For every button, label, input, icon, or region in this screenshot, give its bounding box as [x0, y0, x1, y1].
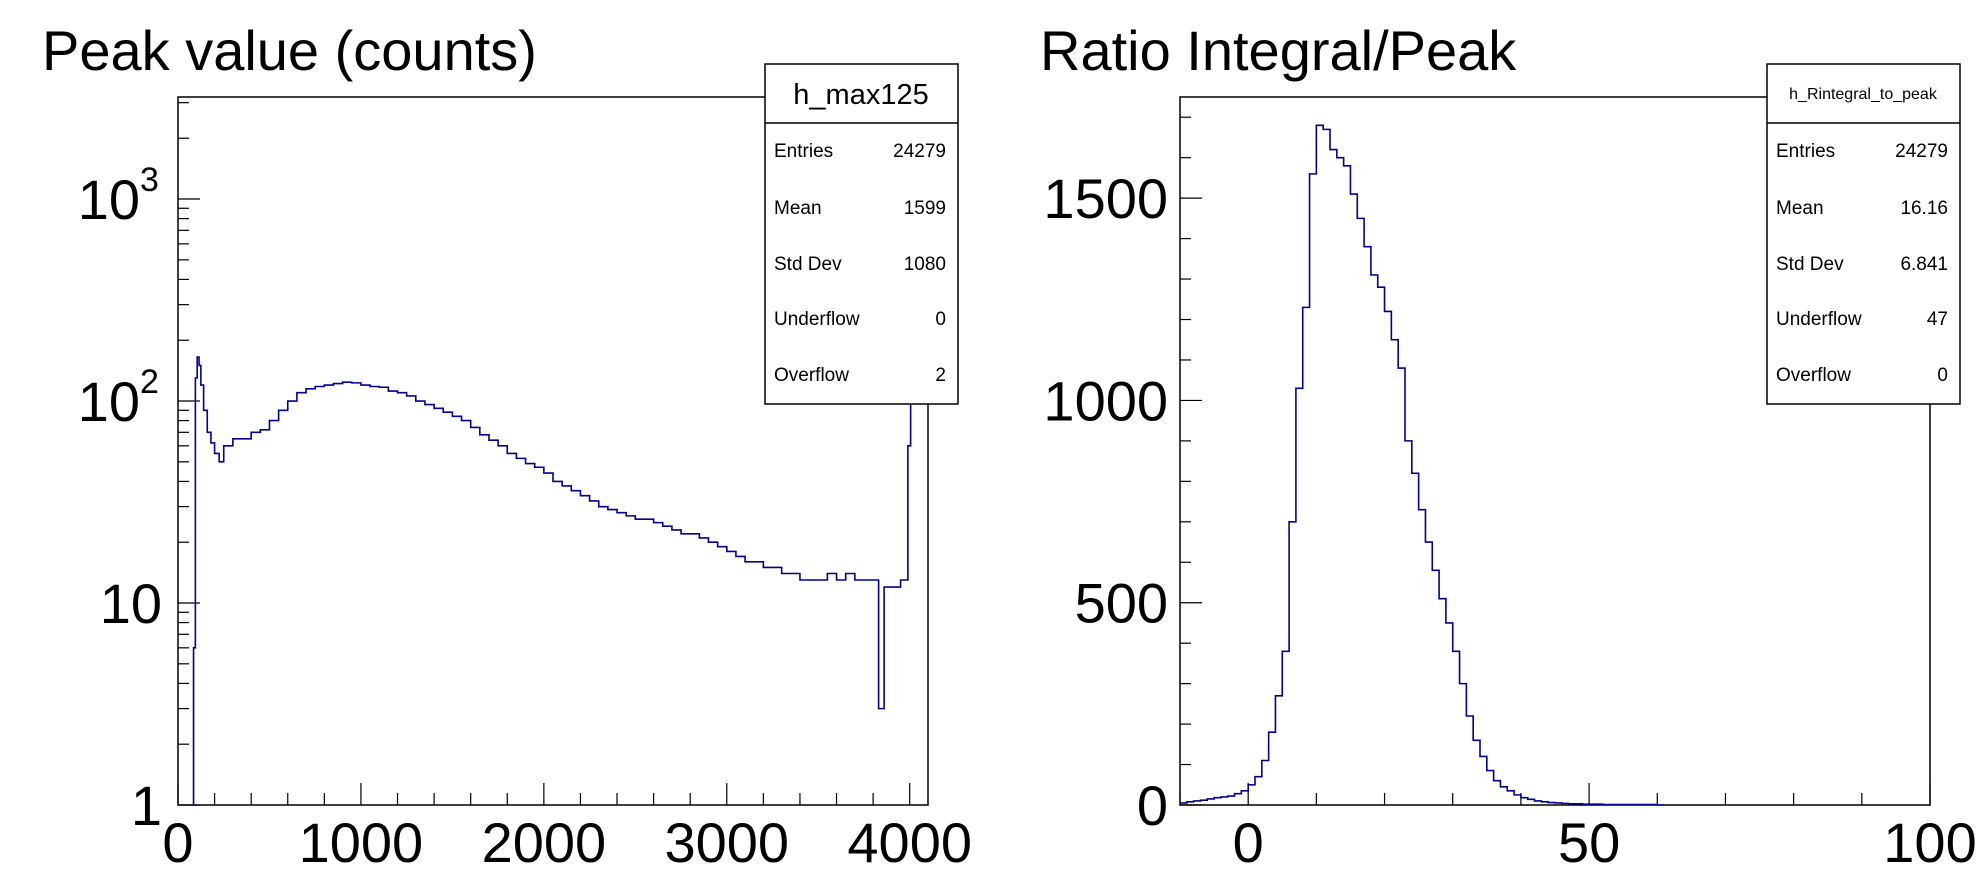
ratio-axes — [1179, 116, 1931, 806]
y-tick-label: 10 — [100, 572, 162, 635]
peak-value-stats-label: Std Dev — [774, 254, 842, 275]
y-tick-label: 0 — [1137, 774, 1168, 837]
x-tick-label: 2000 — [482, 811, 607, 874]
ratio-stats-value: 16.16 — [1900, 198, 1948, 219]
peak-value-histogram-line — [191, 356, 915, 806]
x-tick-label: 4000 — [847, 811, 972, 874]
x-tick-label: 0 — [162, 811, 193, 874]
peak-value-stats-value: 1080 — [904, 254, 946, 275]
y-tick-label: 1000 — [1043, 369, 1168, 432]
peak-value-plot-frame — [177, 96, 929, 806]
x-tick-label: 1000 — [299, 811, 424, 874]
peak-value-title: Peak value (counts) — [42, 19, 537, 82]
peak-value-stats-value: 24279 — [893, 141, 946, 162]
y-tick-label: 1500 — [1043, 167, 1168, 230]
x-tick-label: 50 — [1558, 811, 1620, 874]
ratio-stats-box: h_Rintegral_to_peak Entries 24279 Mean 1… — [1766, 63, 1961, 405]
peak-value-stats-label: Entries — [774, 141, 833, 162]
y-tick-label: 500 — [1075, 572, 1168, 635]
peak-value-stats-name: h_max125 — [793, 79, 928, 111]
peak-value-stats-box: h_max125 Entries 24279 Mean 1599 Std Dev… — [764, 63, 959, 405]
peak-value-stats-value: 0 — [935, 309, 946, 330]
x-tick-label: 0 — [1233, 811, 1264, 874]
y-tick-label: 10 — [78, 370, 140, 433]
ratio-stats-value: 24279 — [1895, 141, 1948, 162]
peak-value-stats-label: Mean — [774, 198, 822, 219]
ratio-stats-label: Std Dev — [1776, 254, 1844, 275]
y-tick-exponent: 3 — [140, 161, 159, 199]
ratio-histogram-line — [1180, 124, 1665, 806]
ratio-stats-label: Underflow — [1776, 309, 1862, 330]
y-tick-label: 1 — [131, 774, 162, 837]
ratio-stats-value: 47 — [1927, 309, 1948, 330]
y-tick-exponent: 2 — [140, 363, 159, 401]
ratio-title: Ratio Integral/Peak — [1040, 19, 1517, 82]
ratio-plot-frame — [1179, 96, 1931, 806]
ratio-stats-label: Entries — [1776, 141, 1835, 162]
peak-value-axes — [177, 102, 911, 806]
peak-value-stats-label: Overflow — [774, 365, 849, 386]
ratio-stats-label: Overflow — [1776, 365, 1851, 386]
x-tick-label: 100 — [1883, 811, 1976, 874]
ratio-stats-value: 6.841 — [1900, 254, 1948, 275]
ratio-stats-label: Mean — [1776, 198, 1824, 219]
x-tick-label: 3000 — [664, 811, 789, 874]
peak-value-stats-value: 2 — [935, 365, 946, 386]
y-tick-label: 10 — [78, 168, 140, 231]
ratio-stats-name: h_Rintegral_to_peak — [1789, 86, 1938, 103]
peak-value-stats-label: Underflow — [774, 309, 860, 330]
ratio-stats-value: 0 — [1937, 365, 1948, 386]
peak-value-stats-value: 1599 — [904, 198, 946, 219]
peak-value-panel: Peak value (counts) 0 1000 2000 3000 4000 1 10… — [42, 19, 972, 874]
